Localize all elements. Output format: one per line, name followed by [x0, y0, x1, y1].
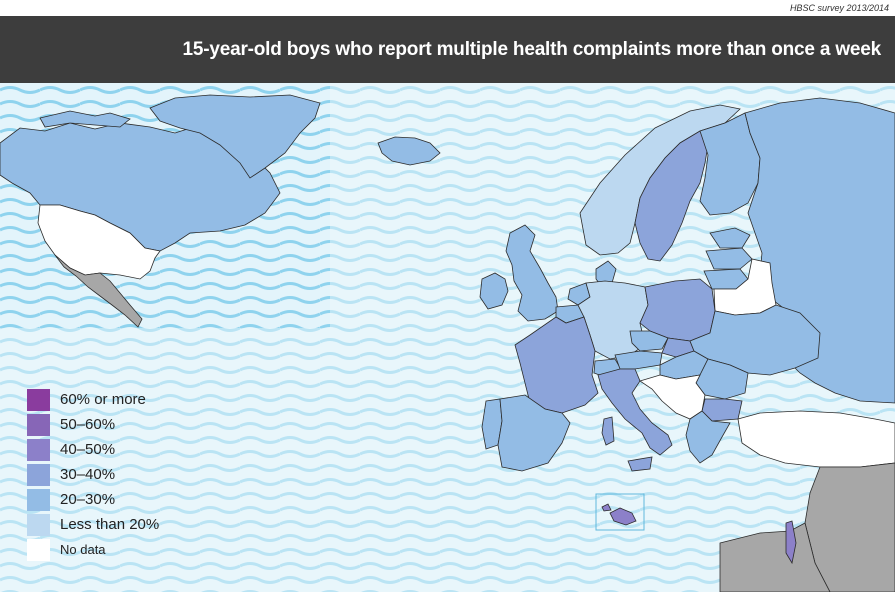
- legend-swatch: [27, 513, 50, 536]
- legend-swatch: [27, 413, 50, 436]
- region-france[interactable]: [514, 316, 599, 414]
- legend-item: 20–30%: [27, 487, 227, 512]
- legend-item: 50–60%: [27, 412, 227, 437]
- lower-sea: [0, 328, 330, 592]
- legend-label: No data: [60, 542, 106, 557]
- region-malta[interactable]: [609, 507, 637, 526]
- legend-label: 50–60%: [60, 416, 116, 433]
- legend-item: 30–40%: [27, 462, 227, 487]
- region-north-africa[interactable]: [719, 522, 831, 592]
- legend-item: 40–50%: [27, 437, 227, 462]
- region-malta-gozo[interactable]: [601, 503, 612, 512]
- map-svg: [0, 83, 895, 592]
- legend-label: 20–30%: [60, 491, 116, 508]
- region-mexico[interactable]: [54, 254, 143, 328]
- title-bar: 15-year-old boys who report multiple hea…: [0, 16, 895, 83]
- region-middle-east[interactable]: [804, 462, 895, 592]
- legend-label: 60% or more: [60, 391, 146, 408]
- legend-swatch: [27, 463, 50, 486]
- region-latvia[interactable]: [705, 247, 753, 270]
- map-title: 15-year-old boys who report multiple hea…: [182, 38, 881, 60]
- region-turkey[interactable]: [737, 410, 895, 468]
- region-balkans[interactable]: [639, 374, 706, 420]
- legend-label: Less than 20%: [60, 516, 160, 533]
- legend-item: Less than 20%: [27, 512, 227, 537]
- region-czech-republic[interactable]: [629, 330, 669, 352]
- region-spain[interactable]: [497, 394, 571, 472]
- legend-label: 40–50%: [60, 441, 116, 458]
- legend-swatch: [27, 388, 50, 411]
- region-canada-islands[interactable]: [39, 110, 131, 128]
- legend-swatch: [27, 488, 50, 511]
- source-note: HBSC survey 2013/2014: [789, 3, 889, 13]
- region-sardinia[interactable]: [601, 416, 615, 446]
- region-italy[interactable]: [597, 368, 673, 456]
- region-israel[interactable]: [785, 520, 797, 565]
- map-area: [0, 83, 895, 592]
- region-greenland[interactable]: [149, 94, 321, 179]
- region-ireland[interactable]: [479, 272, 509, 310]
- legend-swatch: [27, 438, 50, 461]
- region-greece[interactable]: [685, 410, 731, 464]
- malta-inset-frame: [595, 493, 645, 531]
- legend-item: No data: [27, 537, 227, 562]
- legend-item: 60% or more: [27, 387, 227, 412]
- region-sicily[interactable]: [627, 456, 653, 472]
- region-sweden[interactable]: [634, 130, 709, 262]
- region-iceland[interactable]: [377, 136, 441, 166]
- legend: 60% or more 50–60% 40–50% 30–40% 20–30% …: [27, 387, 227, 562]
- region-estonia[interactable]: [709, 227, 751, 249]
- region-ukraine[interactable]: [689, 304, 821, 376]
- region-united-kingdom[interactable]: [505, 224, 559, 322]
- legend-swatch: [27, 538, 50, 561]
- legend-label: 30–40%: [60, 466, 116, 483]
